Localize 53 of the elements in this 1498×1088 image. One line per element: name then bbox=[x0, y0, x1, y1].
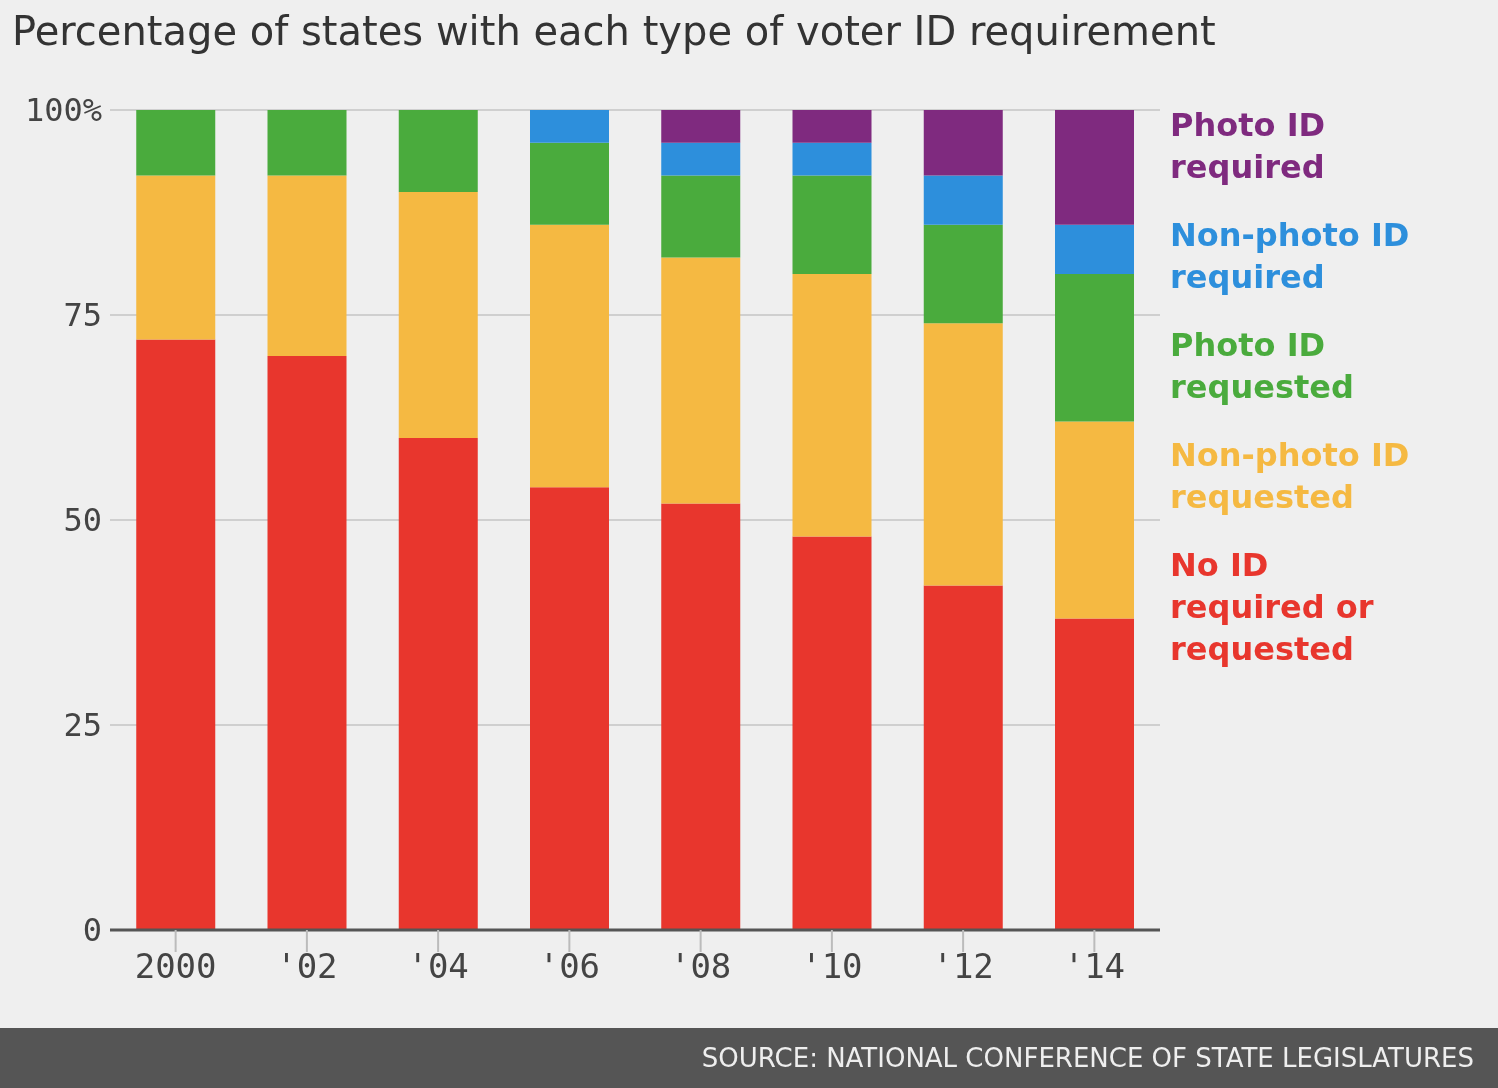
bar bbox=[1055, 421, 1134, 619]
series-label: Photo ID requested bbox=[1170, 325, 1355, 408]
y-tick-label: 25 bbox=[63, 706, 102, 745]
y-tick-label: 50 bbox=[63, 501, 102, 540]
bar bbox=[1055, 274, 1134, 422]
bar bbox=[267, 110, 347, 176]
bar bbox=[530, 224, 609, 488]
x-tick-label: '10 bbox=[801, 946, 863, 987]
x-tick-label: '12 bbox=[932, 946, 994, 987]
bar bbox=[661, 110, 741, 143]
bar bbox=[398, 438, 478, 930]
bar bbox=[923, 323, 1003, 586]
bar bbox=[661, 142, 741, 176]
bar bbox=[1055, 224, 1134, 274]
series-label: Non-photo ID required bbox=[1170, 215, 1411, 298]
bar bbox=[923, 175, 1003, 225]
series-label: No ID required or requested bbox=[1170, 545, 1375, 670]
y-tick-label: 75 bbox=[63, 296, 102, 335]
bar bbox=[661, 503, 741, 930]
bar bbox=[923, 110, 1003, 176]
source-note: SOURCE: NATIONAL CONFERENCE OF STATE LEGISLATURES bbox=[701, 1043, 1474, 1073]
bar bbox=[1055, 618, 1134, 930]
x-tick-label: '02 bbox=[276, 946, 338, 987]
bar bbox=[792, 175, 872, 274]
bar bbox=[267, 356, 347, 930]
bar bbox=[923, 224, 1003, 324]
x-tick-label: '08 bbox=[669, 946, 732, 987]
bar bbox=[792, 274, 872, 537]
bar bbox=[530, 487, 609, 930]
bar bbox=[792, 110, 872, 143]
bar bbox=[136, 175, 216, 340]
y-tick-label: 100% bbox=[24, 91, 102, 130]
bar bbox=[792, 536, 872, 930]
bar bbox=[530, 142, 609, 225]
x-tick-label: '04 bbox=[407, 946, 469, 987]
bar bbox=[661, 257, 741, 504]
series-label: Photo ID required bbox=[1170, 105, 1327, 188]
bar bbox=[923, 585, 1003, 930]
bar bbox=[530, 110, 609, 143]
bar bbox=[136, 339, 216, 930]
x-tick-label: '14 bbox=[1063, 946, 1126, 987]
bar bbox=[267, 175, 347, 356]
chart-title: Percentage of states with each type of voter ID requirement bbox=[12, 8, 1216, 54]
x-tick-label: 2000 bbox=[134, 946, 217, 987]
bar bbox=[398, 192, 478, 438]
bar bbox=[398, 110, 478, 192]
bar bbox=[1055, 110, 1134, 225]
bar bbox=[136, 110, 216, 176]
series-label: Non-photo ID requested bbox=[1170, 435, 1411, 518]
bar bbox=[792, 142, 872, 176]
x-tick-label: '06 bbox=[538, 946, 601, 987]
y-tick-label: 0 bbox=[82, 911, 102, 950]
bar bbox=[661, 175, 741, 258]
